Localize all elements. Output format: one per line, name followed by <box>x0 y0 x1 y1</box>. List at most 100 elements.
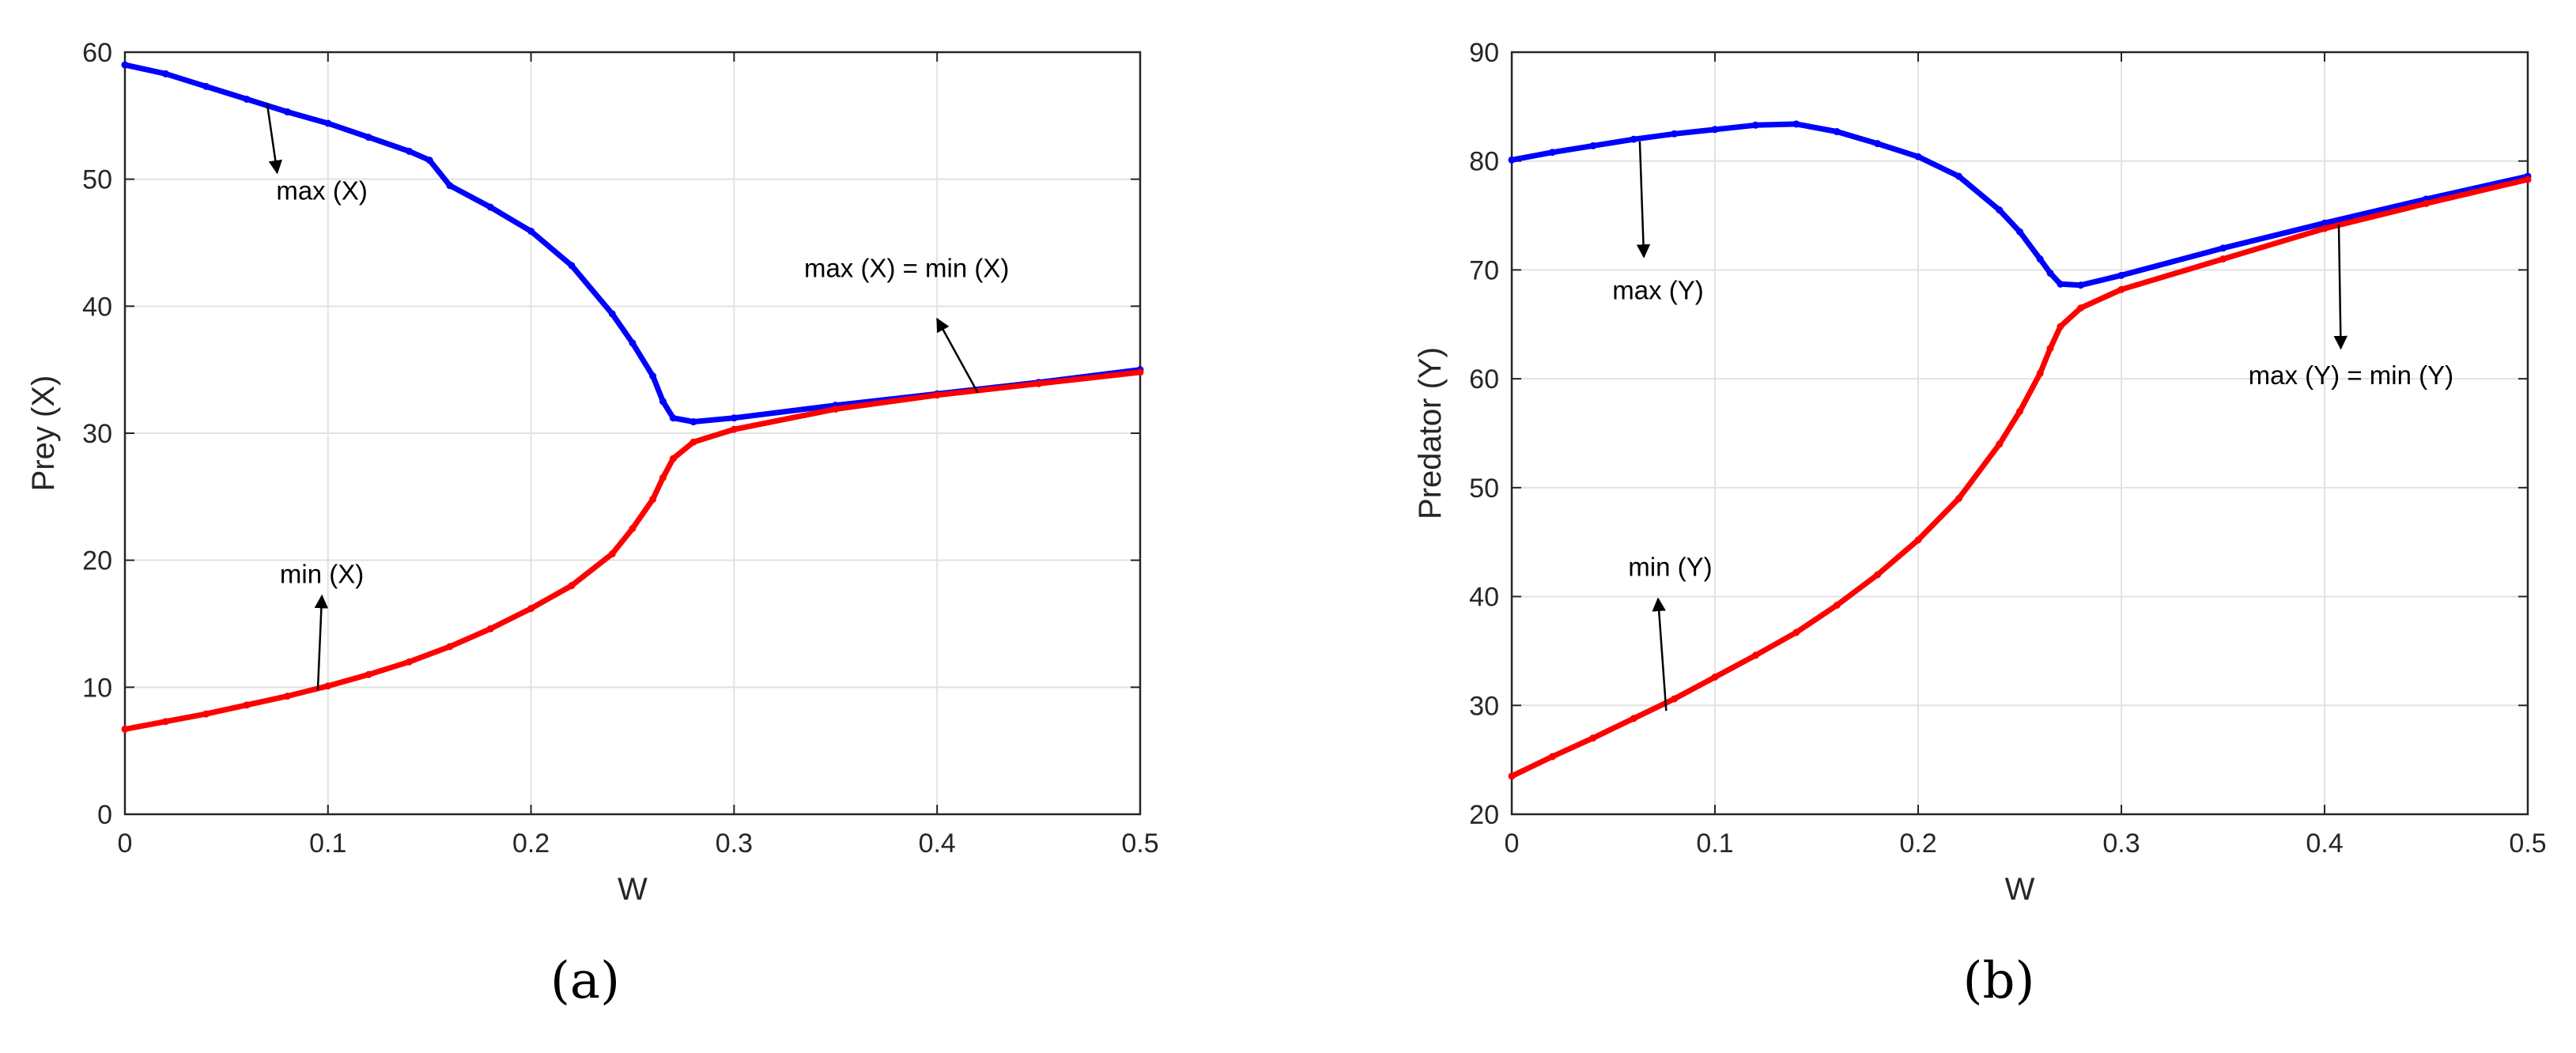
data-point-max <box>730 414 738 422</box>
data-point-min <box>1833 602 1841 610</box>
data-point-max <box>608 310 616 318</box>
data-point-max <box>659 398 667 406</box>
x-tick-label: 0.1 <box>1696 828 1733 859</box>
data-point-min <box>2117 285 2125 293</box>
data-point-max <box>243 95 251 103</box>
data-point-max <box>425 157 433 164</box>
data-point-max <box>446 182 454 190</box>
data-point-min <box>689 438 697 446</box>
y-tick-label: 20 <box>82 546 112 576</box>
data-point-max <box>2046 270 2054 277</box>
data-point-max <box>1751 121 1759 129</box>
y-tick-label: 40 <box>82 292 112 322</box>
y-tick-label: 10 <box>82 673 112 703</box>
y-axis-label: Predator (Y) <box>1413 347 1448 519</box>
series-line-max <box>1509 121 2531 289</box>
x-tick-label: 0.1 <box>309 828 346 859</box>
data-point-max <box>2077 281 2085 289</box>
data-point-max <box>406 147 414 155</box>
data-point-min <box>2524 176 2532 183</box>
annotation-label: max (Y) = min (Y) <box>2249 360 2453 390</box>
x-tick-label: 0 <box>1505 828 1520 859</box>
data-point-max <box>1996 206 2004 214</box>
data-point-min <box>1955 495 1962 503</box>
data-point-min <box>1136 368 1144 376</box>
data-point-max <box>649 372 657 380</box>
annotation-arrow <box>314 594 329 690</box>
data-point-max <box>1671 130 1679 138</box>
data-point-max <box>689 418 697 426</box>
x-tick-label: 0 <box>118 828 133 859</box>
x-tick-label: 0.4 <box>919 828 956 859</box>
data-point-min <box>446 643 454 651</box>
data-point-min <box>568 582 576 590</box>
data-point-min <box>161 718 169 726</box>
data-point-max <box>324 119 332 127</box>
x-tick-label: 0.5 <box>2509 828 2546 859</box>
plot-frame <box>1510 51 2529 816</box>
x-tick-label: 0.3 <box>2102 828 2140 859</box>
y-tick-label: 0 <box>97 800 112 830</box>
data-point-min <box>933 391 941 399</box>
data-point-max <box>1630 135 1637 143</box>
data-point-min <box>1589 734 1597 742</box>
data-point-max <box>486 203 494 211</box>
data-point-max <box>2016 228 2023 236</box>
x-tick-label: 0.3 <box>716 828 753 859</box>
x-axis-label: W <box>2005 872 2035 907</box>
y-tick-label: 60 <box>82 38 112 68</box>
data-point-min <box>1035 379 1043 387</box>
data-point-min <box>1548 753 1556 760</box>
data-point-min <box>1914 536 1922 544</box>
data-point-max <box>669 414 677 422</box>
x-tick-label: 0.4 <box>2306 828 2343 859</box>
y-axis-label: Prey (X) <box>26 376 61 492</box>
data-point-min <box>669 455 677 462</box>
y-tick-label: 20 <box>1469 800 1499 830</box>
data-point-max <box>2117 271 2125 279</box>
data-point-min <box>283 693 291 700</box>
data-point-min <box>629 525 636 532</box>
data-point-min <box>659 474 667 481</box>
series-line-max <box>122 62 1143 425</box>
plot-frame <box>123 51 1142 816</box>
data-point-max <box>527 228 535 236</box>
data-point-max <box>1955 172 1962 180</box>
data-point-max <box>1711 126 1719 134</box>
data-point-min <box>608 550 616 558</box>
data-point-min <box>2077 304 2085 312</box>
data-point-max <box>283 108 291 116</box>
data-point-max <box>202 82 210 90</box>
data-point-min <box>202 710 210 718</box>
data-point-min <box>527 605 535 613</box>
panel-label: (a) <box>550 952 620 1010</box>
data-point-min <box>2219 255 2227 263</box>
data-point-min <box>2423 199 2430 207</box>
data-point-min <box>1508 772 1516 780</box>
data-point-max <box>1833 128 1841 136</box>
data-point-max <box>2036 255 2044 263</box>
data-point-max <box>1589 142 1597 149</box>
x-tick-label: 0.2 <box>512 828 550 859</box>
y-tick-label: 40 <box>1469 583 1499 613</box>
data-point-min <box>649 496 657 504</box>
annotation-arrow <box>266 103 282 175</box>
annotation-arrow <box>936 317 979 394</box>
data-point-max <box>364 134 372 142</box>
annotation-label: min (Y) <box>1628 552 1712 581</box>
data-point-min <box>1671 695 1679 703</box>
data-point-min <box>2036 369 2044 377</box>
y-tick-label: 50 <box>1469 474 1499 504</box>
data-point-max <box>121 61 129 69</box>
y-tick-label: 70 <box>1469 255 1499 285</box>
data-point-min <box>2321 225 2329 232</box>
x-axis-label: W <box>618 872 648 907</box>
annotation-arrow <box>1636 141 1651 259</box>
data-point-min <box>1874 571 1882 579</box>
annotation-arrow <box>2333 224 2348 350</box>
annotation-label: max (X) = min (X) <box>804 253 1009 282</box>
data-point-min <box>832 405 840 413</box>
data-point-max <box>629 339 636 347</box>
data-point-max <box>1914 153 1922 160</box>
